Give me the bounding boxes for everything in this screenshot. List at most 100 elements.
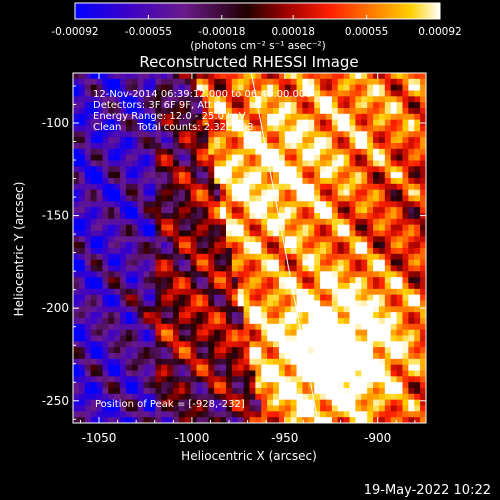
heatmap-cell [131, 323, 139, 331]
heatmap-cell [367, 201, 374, 208]
heatmap-cell [373, 306, 380, 313]
heatmap-cell [302, 143, 309, 150]
heatmap-cell [190, 108, 198, 115]
heatmap-cell [414, 119, 421, 127]
heatmap-cell [296, 364, 304, 372]
heatmap-cell [114, 137, 121, 144]
heatmap-cell [220, 102, 227, 109]
heatmap-cell [190, 283, 198, 290]
heatmap-cell [184, 166, 192, 173]
heatmap-cell [137, 172, 145, 179]
heatmap-cell [137, 73, 145, 80]
heatmap-cell [408, 119, 415, 127]
heatmap-cell [120, 370, 127, 377]
heatmap-cell [302, 178, 309, 185]
heatmap-cell [149, 376, 156, 383]
heatmap-cell [302, 271, 309, 278]
heatmap-cell [390, 178, 398, 185]
heatmap-cell [261, 312, 268, 319]
heatmap-cell [102, 189, 109, 197]
heatmap-cell [225, 388, 233, 395]
heatmap-cell [120, 306, 127, 313]
heatmap-cell [337, 154, 345, 162]
heatmap-cell [202, 370, 209, 377]
heatmap-cell [414, 364, 421, 372]
heatmap-cell [314, 323, 321, 331]
heatmap-cell [237, 300, 245, 307]
heatmap-cell [149, 242, 156, 249]
heatmap-cell [196, 137, 204, 144]
heatmap-cell [208, 323, 215, 331]
heatmap-cell [96, 213, 104, 220]
heatmap-cell [355, 224, 362, 232]
heatmap-cell [325, 277, 333, 284]
heatmap-cell [114, 207, 121, 214]
heatmap-cell [314, 358, 321, 366]
heatmap-cell [284, 119, 292, 127]
heatmap-cell [208, 353, 215, 360]
heatmap-cell [214, 388, 221, 395]
heatmap-cell [231, 131, 239, 138]
heatmap-cell [214, 382, 221, 389]
heatmap-cell [237, 411, 245, 418]
heatmap-cell [267, 143, 274, 150]
heatmap-cell [202, 318, 209, 325]
heatmap-cell [320, 253, 327, 261]
heatmap-cell [367, 399, 374, 407]
heatmap-cell [314, 189, 321, 197]
heatmap-cell [414, 405, 421, 412]
heatmap-cell [90, 283, 98, 290]
heatmap-cell [96, 376, 104, 383]
heatmap-cell [390, 201, 398, 208]
heatmap-cell [284, 277, 292, 284]
heatmap-cell [420, 172, 426, 179]
heatmap-cell [249, 108, 256, 115]
heatmap-cell [125, 376, 133, 383]
heatmap-cell [190, 417, 198, 423]
heatmap-cell [84, 201, 92, 208]
heatmap-cell [273, 137, 280, 144]
heatmap-cell [273, 388, 280, 395]
heatmap-cell [249, 242, 256, 249]
heatmap-cell [337, 294, 345, 302]
heatmap-cell [349, 259, 356, 267]
heatmap-cell [167, 393, 174, 401]
heatmap-cell [155, 73, 162, 80]
heatmap-cell [167, 300, 174, 307]
heatmap-cell [367, 405, 374, 412]
heatmap-cell [202, 218, 209, 226]
heatmap-cell [302, 283, 309, 290]
heatmap-cell [290, 382, 298, 389]
heatmap-cell [267, 259, 274, 267]
heatmap-cell [308, 388, 315, 395]
heatmap-cell [320, 119, 327, 127]
heatmap-cell [102, 341, 109, 348]
heatmap-cell [184, 358, 192, 366]
heatmap-cell [373, 73, 380, 80]
heatmap-cell [402, 160, 409, 167]
heatmap-cell [408, 73, 415, 80]
heatmap-cell [225, 335, 233, 342]
heatmap-cell [384, 411, 392, 418]
heatmap-cell [161, 376, 168, 383]
heatmap-cell [78, 353, 86, 360]
heatmap-cell [73, 207, 80, 214]
heatmap-cell [367, 195, 374, 202]
heatmap-cell [331, 312, 339, 319]
heatmap-cell [125, 364, 133, 372]
heatmap-cell [173, 265, 180, 272]
heatmap-cell [155, 277, 162, 284]
heatmap-cell [384, 288, 392, 296]
heatmap-cell [261, 224, 268, 232]
heatmap-cell [255, 399, 262, 407]
heatmap-cell [349, 230, 356, 237]
heatmap-cell [143, 364, 151, 372]
heatmap-cell [367, 323, 374, 331]
heatmap-cell [296, 253, 304, 261]
heatmap-cell [408, 78, 415, 86]
heatmap-cell [414, 283, 421, 290]
heatmap-cell [231, 137, 239, 144]
heatmap-cell [384, 370, 392, 377]
heatmap-cell [214, 265, 221, 272]
heatmap-cell [290, 283, 298, 290]
